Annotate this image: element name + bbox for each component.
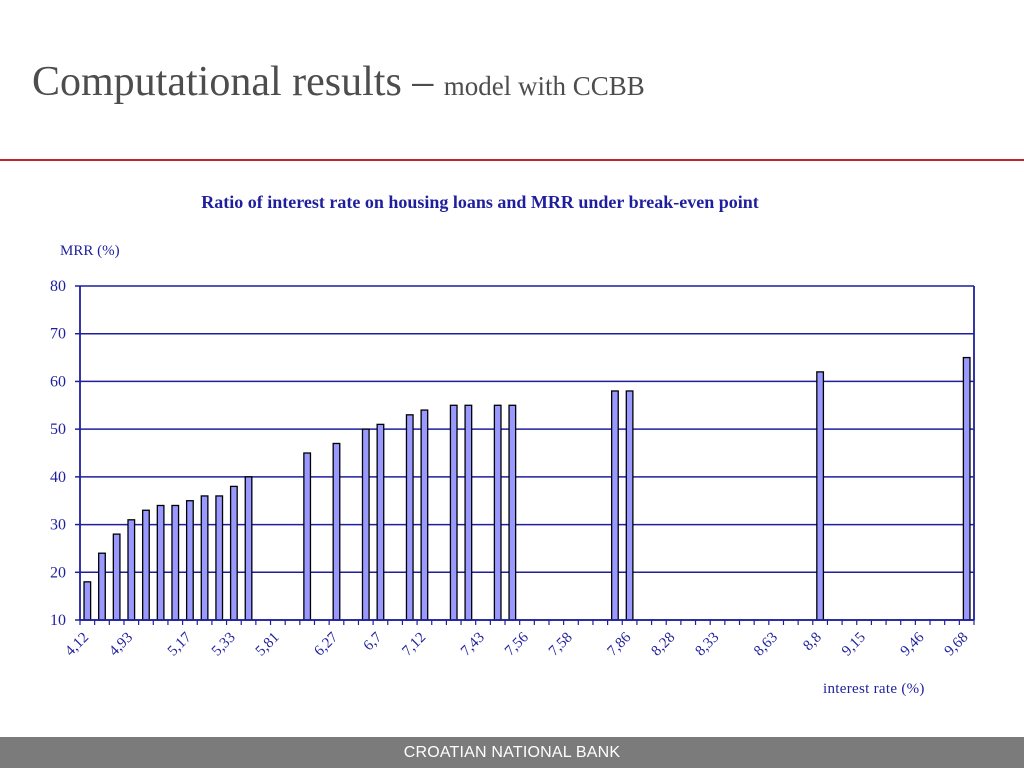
x-tick-label: 5,33 [209,630,239,660]
x-tick-label: 7,86 [605,629,635,659]
bar [508,404,517,621]
y-axis-label: MRR (%) [60,243,120,259]
bar [200,495,209,621]
x-tick-label: 5,81 [253,630,283,660]
y-tick-labels: 10 20 30 40 50 60 70 80 [50,278,66,629]
slide-title: Computational results – model with CCBB [32,58,645,106]
x-tick-label: 4,93 [106,630,136,660]
bar [420,409,429,621]
x-tick-labels: 4,12 4,93 5,17 5,33 5,81 6,27 6,7 7,12 7,43 7,56 7… [62,629,971,659]
bar [112,533,121,621]
x-tick-label: 7,56 [502,629,532,659]
bar [610,390,619,621]
title-divider [0,159,1024,161]
x-tick-label: 7,12 [399,630,429,660]
bar [816,371,825,621]
x-tick-label: 4,12 [62,630,92,660]
x-tick-label: 9,46 [898,629,928,659]
bar [962,356,971,621]
x-tick-label: 5,17 [165,629,195,659]
bar [244,476,253,621]
bar [464,404,473,621]
y-tick-label: 10 [50,612,66,629]
bar [332,442,341,621]
bar [405,414,414,621]
y-tick-label: 20 [50,564,66,581]
x-tick-label: 9,15 [839,630,869,660]
x-tick-label: 8,63 [751,630,781,660]
y-tick-label: 60 [50,373,66,390]
x-axis-label: interest rate (%) [823,681,925,697]
x-tick-label: 6,27 [311,629,341,659]
x-tick-label: 8,8 [800,630,825,655]
bar [376,423,385,621]
x-tick-label: 8,33 [692,630,722,660]
bar [171,504,180,621]
bar [185,500,194,621]
bar-chart: 10 20 30 40 50 60 70 80 4,12 4,93 5,17 5,33 5,81 6,2… [50,278,975,659]
x-tick-label: 7,43 [458,630,488,660]
y-tick-label: 50 [50,421,66,438]
y-tick-label: 70 [50,326,66,343]
bar [361,428,370,621]
bar [449,404,458,621]
x-tick-label: 7,58 [546,630,576,660]
footer-bar: CROATIAN NATIONAL BANK [0,737,1024,768]
x-tick-label: 8,28 [649,630,679,660]
bar [142,509,150,621]
bar [98,552,106,621]
axes [79,286,975,625]
bar [493,404,502,621]
y-tick-label: 80 [50,278,66,295]
bar [156,504,165,621]
y-tick-label: 30 [50,517,66,534]
chart-title: Ratio of interest rate on housing loans … [201,192,759,212]
bar [215,495,224,621]
x-tick-label: 9,68 [942,630,972,660]
bar [127,519,136,621]
slide-title-sub: model with CCBB [443,71,645,101]
bar [625,390,634,621]
x-tick-label: 6,7 [361,629,386,654]
bar [229,485,238,621]
bar [303,452,312,621]
slide-title-main: Computational results – [32,59,444,105]
bar [83,581,92,621]
y-tick-label: 40 [50,469,66,486]
bars [83,356,971,621]
gridlines [75,285,974,621]
